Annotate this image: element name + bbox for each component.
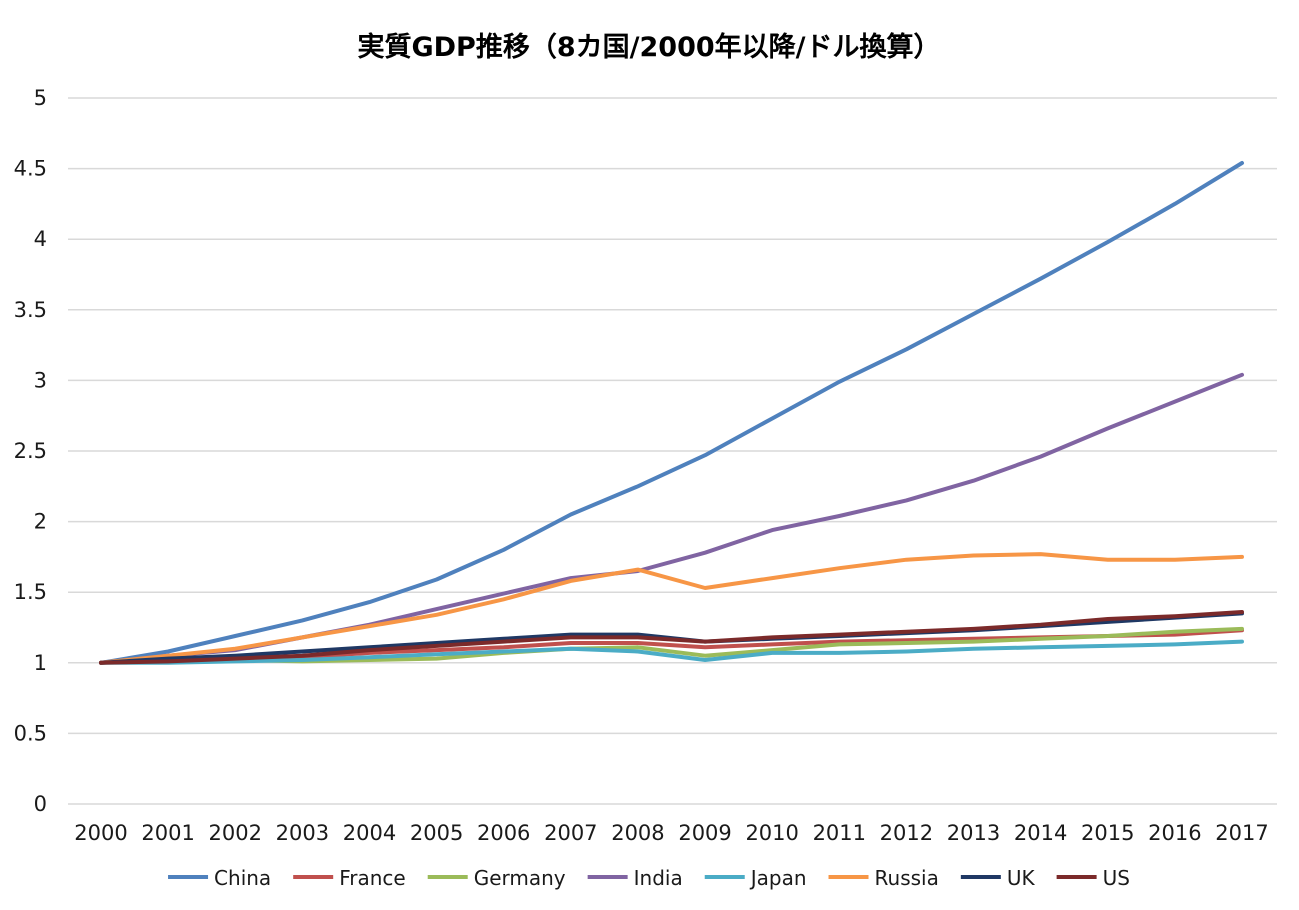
legend-item-india: India (587, 866, 683, 890)
legend: China France Germany India Japan Russia UK US (168, 866, 1130, 890)
y-tick-label: 4.5 (14, 157, 47, 181)
legend-label: Germany (474, 866, 566, 890)
y-tick-label: 3 (34, 368, 47, 392)
x-tick-label: 2003 (276, 821, 329, 845)
y-tick-label: 1 (34, 651, 47, 675)
gridlines (68, 97, 1277, 805)
legend-item-uk: UK (960, 866, 1036, 890)
legend-label: US (1103, 866, 1130, 890)
legend-item-china: China (168, 866, 271, 890)
legend-label: UK (1007, 866, 1036, 890)
y-tick-label: 3.5 (14, 298, 47, 322)
y-tick-label: 1.5 (14, 580, 47, 604)
legend-item-russia: Russia (828, 866, 939, 890)
x-tick-label: 2001 (141, 821, 194, 845)
series-line-us (99, 610, 1244, 665)
series-lines (99, 161, 1244, 665)
x-tick-label: 2014 (1014, 821, 1067, 845)
x-tick-label: 2010 (745, 821, 798, 845)
x-axis-tick-labels: 2000 2001 2002 2003 2004 2005 2006 2007 2008 2009… (74, 821, 1268, 845)
x-tick-label: 2007 (544, 821, 597, 845)
y-tick-label: 0.5 (14, 721, 47, 745)
x-tick-label: 2002 (209, 821, 262, 845)
x-tick-label: 2017 (1215, 821, 1268, 845)
legend-label: China (214, 866, 271, 890)
chart-title: 実質GDP推移（8カ国/2000年以降/ドル換算） (357, 31, 940, 63)
legend-label: Japan (749, 866, 807, 890)
x-tick-label: 2009 (678, 821, 731, 845)
y-axis-tick-labels: 0 0.5 1 1.5 2 2.5 3 3.5 4 4.5 5 (14, 86, 47, 816)
y-tick-label: 4 (34, 227, 47, 251)
y-tick-label: 2 (34, 510, 47, 534)
legend-item-japan: Japan (704, 866, 807, 890)
x-tick-label: 2012 (880, 821, 933, 845)
legend-item-germany: Germany (427, 866, 566, 890)
x-tick-label: 2013 (947, 821, 1000, 845)
y-tick-label: 0 (34, 792, 47, 816)
x-tick-label: 2005 (410, 821, 463, 845)
series-line-japan (99, 639, 1244, 665)
legend-label: Russia (875, 866, 939, 890)
x-tick-label: 2011 (813, 821, 866, 845)
y-tick-label: 2.5 (14, 439, 47, 463)
x-tick-label: 2004 (343, 821, 396, 845)
x-tick-label: 2006 (477, 821, 530, 845)
series-line-china (99, 161, 1244, 665)
legend-item-us: US (1056, 866, 1130, 890)
series-line-russia (99, 552, 1244, 665)
x-tick-label: 2016 (1148, 821, 1201, 845)
legend-item-france: France (293, 866, 406, 890)
x-tick-label: 2000 (74, 821, 127, 845)
x-tick-label: 2015 (1081, 821, 1134, 845)
series-line-india (99, 372, 1244, 665)
x-tick-label: 2008 (611, 821, 664, 845)
legend-label: France (339, 866, 406, 890)
legend-label: India (634, 866, 683, 890)
y-tick-label: 5 (34, 86, 47, 110)
